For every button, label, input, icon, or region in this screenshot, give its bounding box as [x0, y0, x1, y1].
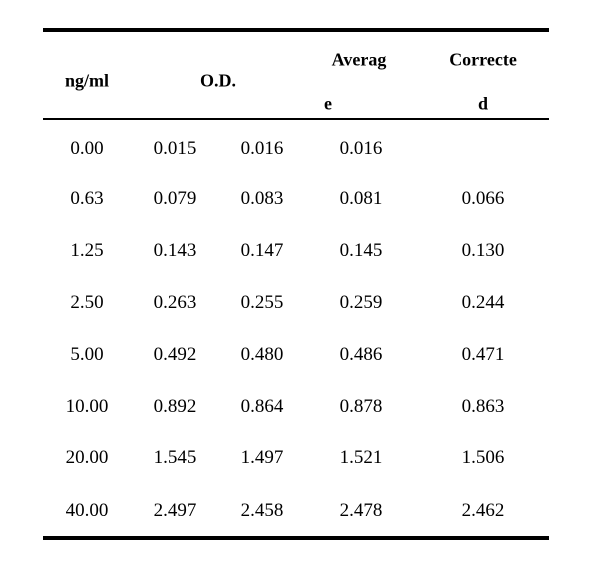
table-cell: 0.259	[339, 292, 383, 313]
table-cell: 2.50	[70, 292, 104, 313]
table-cell: 10.00	[65, 396, 109, 417]
table-cell: 0.486	[339, 344, 383, 365]
table-cell: 1.545	[153, 447, 197, 468]
header-cell: Averag	[331, 49, 387, 70]
header-cell: Correcte	[449, 49, 517, 70]
table-cell: 1.506	[461, 447, 505, 468]
table-cell: 1.521	[339, 447, 383, 468]
table-cell: 2.497	[153, 500, 197, 521]
table-cell: 0.480	[240, 344, 284, 365]
table-cell: 0.083	[240, 188, 284, 209]
top-rule	[43, 28, 549, 32]
table-cell: 0.081	[339, 188, 383, 209]
table-cell: 0.015	[153, 138, 197, 159]
table-cell: 40.00	[65, 500, 109, 521]
table-cell: 1.497	[240, 447, 284, 468]
header-cell: O.D.	[200, 70, 236, 91]
table-cell: 0.00	[70, 138, 104, 159]
table-cell: 0.263	[153, 292, 197, 313]
table-cell: 0.079	[153, 188, 197, 209]
header-cell: d	[477, 93, 489, 114]
header-rule	[43, 118, 549, 120]
table-cell: 0.255	[240, 292, 284, 313]
table-cell: 0.63	[70, 188, 104, 209]
table-cell: 0.244	[461, 292, 505, 313]
table-cell: 0.471	[461, 344, 505, 365]
table-cell: 2.458	[240, 500, 284, 521]
table-cell: 0.892	[153, 396, 197, 417]
table-cell: 2.462	[461, 500, 505, 521]
header-cell: e	[324, 93, 332, 114]
table-cell: 20.00	[65, 447, 109, 468]
table-cell: 5.00	[70, 344, 104, 365]
table-cell: 0.863	[461, 396, 505, 417]
table-cell: 0.016	[240, 138, 284, 159]
bottom-rule	[43, 536, 549, 540]
table-cell: 0.878	[339, 396, 383, 417]
header-cell: ng/ml	[64, 70, 110, 91]
table-cell: 0.130	[461, 240, 505, 261]
table-cell: 0.492	[153, 344, 197, 365]
table-cell: 2.478	[339, 500, 383, 521]
table-cell: 0.066	[461, 188, 505, 209]
table-cell: 0.145	[339, 240, 383, 261]
table-cell: 0.147	[240, 240, 284, 261]
table-cell: 0.016	[339, 138, 383, 159]
table-cell: 0.864	[240, 396, 284, 417]
table-cell: 0.143	[153, 240, 197, 261]
table-cell: 1.25	[70, 240, 104, 261]
